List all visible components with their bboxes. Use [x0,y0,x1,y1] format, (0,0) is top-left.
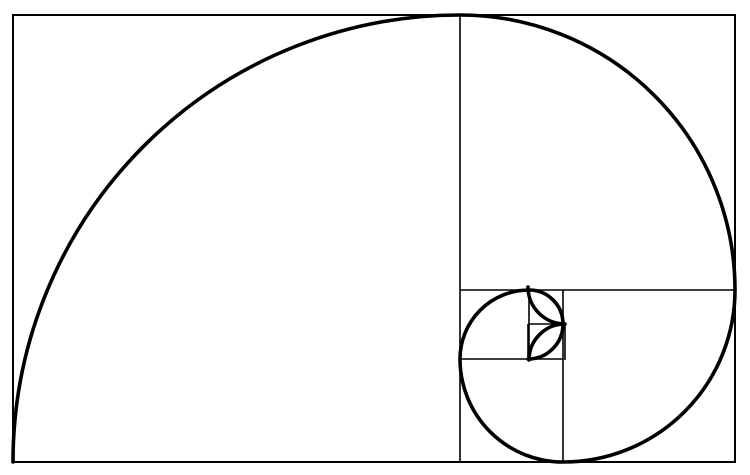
golden-spiral-curve [11,13,737,464]
square-divisions [459,15,735,462]
golden-rectangle-frame [12,14,736,463]
